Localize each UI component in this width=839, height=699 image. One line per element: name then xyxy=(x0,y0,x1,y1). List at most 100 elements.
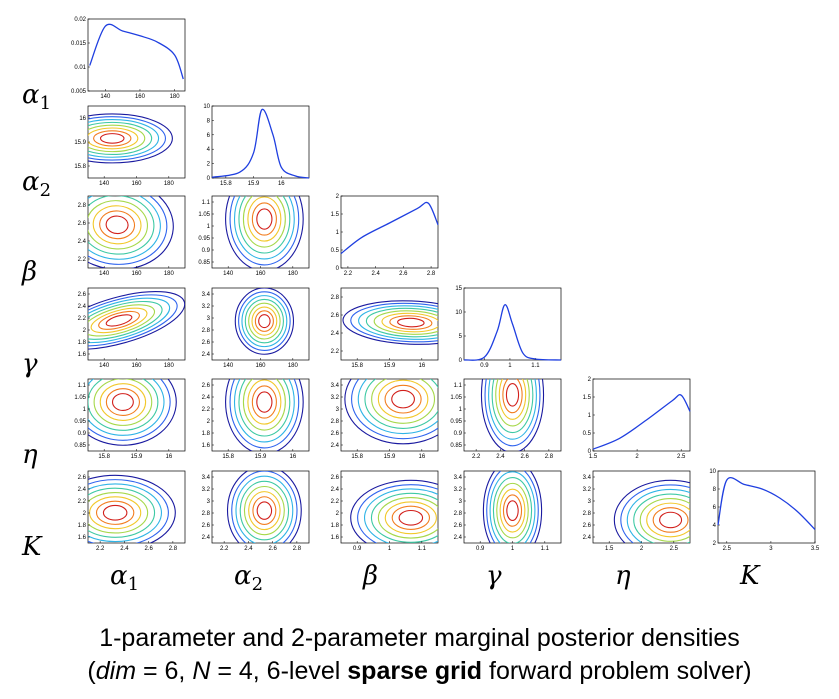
caption-tail: forward problem solver) xyxy=(482,657,752,685)
contour-level-3 xyxy=(88,379,165,436)
y-tick-label: 4 xyxy=(713,523,717,529)
y-tick-label: 2.6 xyxy=(583,523,592,529)
y-tick-label: 2.4 xyxy=(331,443,340,449)
col-label-6: K xyxy=(739,561,761,591)
contour-level-7 xyxy=(93,130,132,147)
y-tick-label: 2.4 xyxy=(202,352,211,358)
panel-frame xyxy=(340,195,439,269)
contour-level-4 xyxy=(88,487,156,538)
contour-level-4 xyxy=(491,379,534,434)
x-tick-label: 140 xyxy=(99,181,110,187)
y-tick-label: 10 xyxy=(203,104,210,110)
contour-level-2 xyxy=(238,291,291,351)
contour-level-2 xyxy=(350,302,438,343)
marginal-1d-panel-5: 1.5 2 2.5 0 0.5 1 1.5 2 xyxy=(583,377,691,460)
marginal-2d-panel-r6-c2: 2.2 2.4 2.6 2.8 2.4 2.6 2.8 3 3.2 3.4 xyxy=(202,470,310,552)
contour-level-7 xyxy=(391,505,431,530)
col-label-1: α1 xyxy=(110,561,139,595)
panel-frame xyxy=(592,470,691,544)
y-tick-label: 0.95 xyxy=(450,419,462,425)
contour-level-6 xyxy=(646,502,690,538)
contour-level-2 xyxy=(351,379,438,440)
y-tick-label: 0.005 xyxy=(71,89,87,95)
y-tick-label: 1.6 xyxy=(331,535,340,541)
y-tick-label: 2.6 xyxy=(331,431,340,437)
x-tick-label: 2.4 xyxy=(244,546,253,552)
x-tick-label: 2 xyxy=(635,454,639,460)
y-tick-label: 5 xyxy=(459,334,463,340)
marginal-2d-panel-r4-c2: 140 160 180 2.4 2.6 2.8 3 3.2 3.4 xyxy=(202,287,310,369)
y-tick-label: 0.85 xyxy=(74,443,86,449)
contour-level-3 xyxy=(233,196,295,260)
contour-level-7 xyxy=(384,384,422,414)
marginal-2d-panel-r2-c1: 140 160 180 15.8 15.9 16 xyxy=(74,105,186,187)
x-tick-label: 2 xyxy=(640,546,644,552)
x-tick-label: 2.8 xyxy=(545,454,554,460)
y-tick-label: 1.8 xyxy=(78,523,87,529)
y-tick-label: 0.02 xyxy=(74,17,86,23)
y-tick-label: 0.015 xyxy=(71,41,87,47)
x-tick-label: 180 xyxy=(164,271,175,277)
marginal-1d-panel-1: 140 160 180 0.005 0.01 0.015 0.02 xyxy=(71,17,186,100)
y-tick-label: 10 xyxy=(709,469,716,475)
x-tick-label: 2.4 xyxy=(496,454,505,460)
y-tick-label: 1.1 xyxy=(78,383,87,389)
contour-level-6 xyxy=(99,383,147,421)
contour-level-1 xyxy=(225,379,304,451)
contour-level-3 xyxy=(626,488,690,543)
panel-frame xyxy=(211,105,310,179)
y-tick-label: 2.2 xyxy=(78,499,87,505)
contour-level-4 xyxy=(88,196,155,255)
y-tick-label: 3.2 xyxy=(202,487,211,493)
y-tick-label: 3.4 xyxy=(331,383,340,389)
x-tick-label: 2.5 xyxy=(723,546,732,552)
y-tick-label: 0 xyxy=(207,176,211,182)
row-label-1: α1 xyxy=(22,80,51,114)
x-tick-label: 140 xyxy=(223,363,234,369)
contour-level-1 xyxy=(482,471,543,543)
y-tick-label: 1.05 xyxy=(74,395,86,401)
contour-level-2 xyxy=(229,379,300,449)
contour-level-8 xyxy=(258,314,271,329)
y-tick-label: 2 xyxy=(83,511,87,517)
x-tick-label: 140 xyxy=(100,94,111,100)
x-tick-label: 2.4 xyxy=(371,271,380,277)
caption-line-1: 1-parameter and 2-parameter marginal pos… xyxy=(99,624,740,652)
y-tick-label: 1.05 xyxy=(450,395,462,401)
y-tick-label: 15 xyxy=(455,286,462,292)
y-tick-label: 2.2 xyxy=(202,407,211,413)
y-tick-label: 2 xyxy=(207,162,211,168)
y-tick-label: 2.6 xyxy=(78,292,87,298)
contour-level-1 xyxy=(88,474,176,543)
panel-frame xyxy=(87,18,186,92)
col-label-2: α2 xyxy=(234,561,263,595)
marginal-2d-panel-r5-c4: 2.2 2.4 2.6 2.8 0.85 0.9 0.95 1 1.05 1.1 xyxy=(450,378,562,460)
density-line xyxy=(717,477,816,530)
contour-level-8 xyxy=(398,509,424,526)
x-tick-label: 1.5 xyxy=(605,546,614,552)
y-tick-label: 2.8 xyxy=(583,511,592,517)
y-tick-label: 2.4 xyxy=(583,535,592,541)
contour-level-7 xyxy=(251,202,277,236)
x-tick-label: 140 xyxy=(223,271,234,277)
y-tick-label: 3.2 xyxy=(202,304,211,310)
y-tick-label: 2.2 xyxy=(78,316,87,322)
contour-level-7 xyxy=(95,500,135,525)
x-tick-label: 180 xyxy=(288,363,299,369)
contour-level-4 xyxy=(370,492,438,543)
contour-level-2 xyxy=(88,379,171,441)
y-tick-label: 2.8 xyxy=(331,419,340,425)
y-tick-label: 1 xyxy=(459,407,463,413)
contour-level-6 xyxy=(381,312,438,333)
y-tick-label: 1.6 xyxy=(202,443,211,449)
x-tick-label: 160 xyxy=(131,181,142,187)
y-tick-label: 8 xyxy=(207,118,211,124)
contour-level-5 xyxy=(371,379,436,424)
panel-frame xyxy=(592,378,691,452)
marginal-1d-panel-4: 0.9 1 1.1 0 5 10 15 xyxy=(455,286,562,369)
contour-level-8 xyxy=(397,317,425,328)
x-tick-label: 160 xyxy=(131,271,142,277)
contour-level-1 xyxy=(88,379,177,446)
y-tick-label: 3 xyxy=(588,499,592,505)
figure-caption: 1-parameter and 2-parameter marginal pos… xyxy=(0,622,839,688)
